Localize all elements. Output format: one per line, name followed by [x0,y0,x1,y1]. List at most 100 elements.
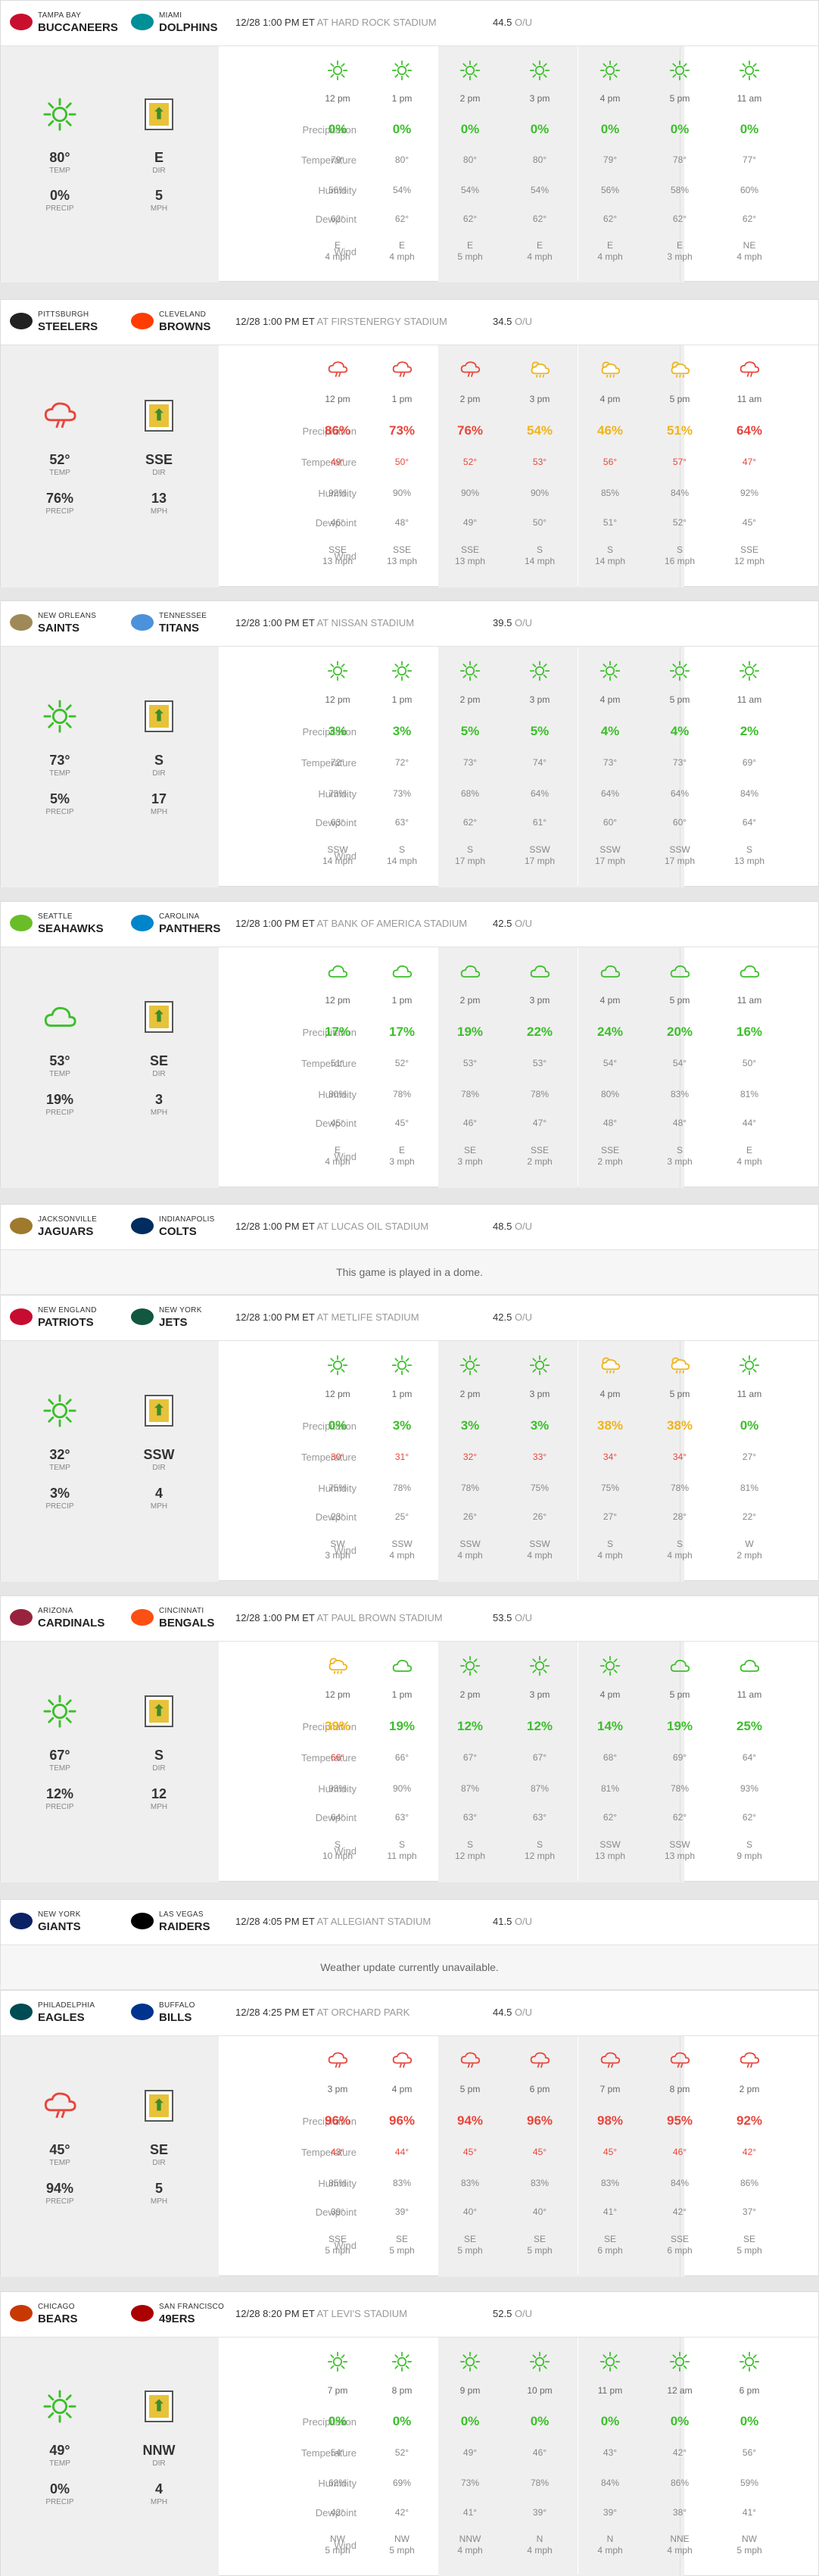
hour-precip: 4% [600,724,620,738]
hour-dewpoint: 63° [394,1812,410,1823]
cloud-icon [598,961,622,982]
hour-wind: S 12 mph [502,1839,578,1862]
hour-wind-dir: NW [394,2534,410,2544]
wind-arrow-bg [149,2094,169,2117]
hour-dewpoint: 39° [532,2507,547,2518]
over-under-value: 44.5 [493,17,512,28]
current-temp-label: TEMP [49,1764,70,1773]
hour-time: 11 am [736,394,762,404]
hour-temp: 52° [394,2447,410,2458]
game-stadium[interactable]: AT FIRSTENERGY STADIUM [316,316,447,327]
hour-wind-dir: E [398,240,405,251]
hour-dewpoint: 39° [330,2206,345,2217]
home-team-city: NEW YORK [159,1306,202,1315]
game-info: 12/28 8:20 PM ET AT LEVI'S STADIUM [235,2308,407,2319]
game-card: NEW ORLEANS SAINTS TENNESSEE TITANS 12/28 1:… [0,600,819,887]
home-team[interactable]: SAN FRANCISCO 49ERS [131,2301,252,2328]
game-stadium[interactable]: AT NISSAN STADIUM [316,617,415,628]
game-info: 12/28 4:05 PM ET AT ALLEGIANT STADIUM [235,1916,431,1927]
hour-dewpoint: 62° [742,1812,757,1823]
column-shade [438,647,508,887]
away-team[interactable]: PITTSBURGH STEELERS [10,309,131,336]
away-team[interactable]: SEATTLE SEAHAWKS [10,911,131,938]
forecast-body: ⬆ 49° TEMP NNW DIR 0% PRECIP 4 MPH Precipitation T… [1,2337,818,2576]
column-shade [438,2036,508,2277]
hour-temp: 53° [462,1058,478,1068]
game-stadium[interactable]: AT LUCAS OIL STADIUM [316,1221,429,1232]
away-team[interactable]: PHILADELPHIA EAGLES [10,2000,131,2027]
home-team[interactable]: CLEVELAND BROWNS [131,309,252,336]
home-team-city: MIAMI [159,11,182,20]
game-header: PITTSBURGH STEELERS CLEVELAND BROWNS 12/28 1… [1,300,818,345]
game-stadium[interactable]: AT HARD ROCK STADIUM [316,17,437,28]
hour-temp: 54° [603,1058,618,1068]
away-team[interactable]: NEW YORK GIANTS [10,1909,131,1936]
hour-wind-speed: 17 mph [524,856,556,866]
hour-wind: SE 5 mph [502,2234,578,2256]
away-team[interactable]: NEW ORLEANS SAINTS [10,610,131,638]
away-team[interactable]: ARIZONA CARDINALS [10,1605,131,1633]
game-stadium[interactable]: AT PAUL BROWN STADIUM [316,1612,443,1623]
over-under: 34.5 O/U [493,316,532,327]
current-temp: 32° [49,1447,70,1462]
game-stadium[interactable]: AT ORCHARD PARK [316,2007,410,2018]
away-team[interactable]: TAMPA BAY BUCCANEERS [10,10,131,37]
game-stadium[interactable]: AT LEVI'S STADIUM [316,2308,407,2319]
row-label-wind: Wind [334,1845,357,1857]
game-stadium[interactable]: AT METLIFE STADIUM [316,1311,419,1323]
hour-temp: 67° [462,1752,478,1763]
home-team[interactable]: MIAMI DOLPHINS [131,10,252,37]
wind-direction-icon: ⬆ [145,400,173,432]
hour-wind-speed: 5 mph [325,2545,350,2556]
home-team[interactable]: NEW YORK JETS [131,1305,252,1332]
hour-time: 5 pm [669,1689,690,1700]
hour-wind-speed: 4 mph [389,1550,415,1561]
home-team[interactable]: LAS VEGAS RAIDERS [131,1909,252,1936]
hour-wind: NW 5 mph [364,2534,440,2556]
hour-dewpoint: 45° [394,1118,410,1128]
hour-precip: 96% [526,2113,553,2128]
away-team-city: ARIZONA [38,1607,73,1615]
home-team[interactable]: CINCINNATI BENGALS [131,1605,252,1633]
row-label-humidity: Humidity [318,1483,357,1494]
hour-wind-speed: 4 mph [597,2545,623,2556]
home-team[interactable]: BUFFALO BILLS [131,2000,252,2027]
current-temp-label: TEMP [49,167,70,175]
sun-icon [737,1355,761,1376]
hour-dewpoint: 64° [330,1812,345,1823]
away-team[interactable]: NEW ENGLAND PATRIOTS [10,1305,131,1332]
hour-wind-dir: SE [395,2234,408,2244]
home-team[interactable]: INDIANAPOLIS COLTS [131,1214,252,1241]
home-team-logo [131,1913,154,1929]
hour-wind-speed: 13 mph [454,556,486,566]
hour-humidity: 90% [530,488,550,498]
game-card: JACKSONVILLE JAGUARS INDIANAPOLIS COLTS 12/2… [0,1204,819,1294]
over-under-value: 44.5 [493,2007,512,2018]
hour-precip: 0% [740,1418,759,1433]
hour-wind: SSE 12 mph [712,544,787,567]
hour-precip: 12% [526,1719,553,1733]
home-team[interactable]: CAROLINA PANTHERS [131,911,252,938]
game-card: CHICAGO BEARS SAN FRANCISCO 49ERS 12/28 8:20… [0,2291,819,2576]
home-team-logo [131,313,154,329]
current-wind-speed-label: MPH [150,1803,168,1811]
game-stadium[interactable]: AT ALLEGIANT STADIUM [316,1916,431,1927]
rain-cloud-icon [458,2050,482,2071]
hour-temp: 53° [532,1058,547,1068]
hour-humidity: 83% [530,2178,550,2188]
game-datetime: 12/28 1:00 PM ET [235,1221,315,1232]
hour-humidity: 78% [392,1089,412,1099]
home-team-city: CINCINNATI [159,1607,204,1615]
hour-precip: 19% [456,1024,484,1039]
hour-humidity: 90% [460,488,480,498]
home-team[interactable]: TENNESSEE TITANS [131,610,252,638]
away-team[interactable]: CHICAGO BEARS [10,2301,131,2328]
away-team[interactable]: JACKSONVILLE JAGUARS [10,1214,131,1241]
sun-icon [325,660,350,681]
current-summary: ⬆ 53° TEMP SE DIR 19% PRECIP 3 MPH [1,947,219,1188]
game-stadium[interactable]: AT BANK OF AMERICA STADIUM [316,918,468,929]
rain-cloud-icon [668,2050,692,2071]
